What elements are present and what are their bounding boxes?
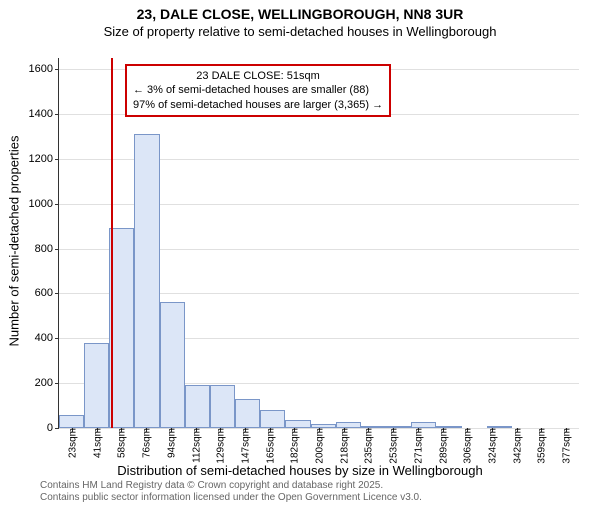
xtick-label: 58sqm [114, 428, 127, 458]
histogram-bar [160, 302, 185, 428]
histogram-bar [210, 385, 235, 428]
histogram-bar [109, 228, 134, 428]
ytick-label: 0 [47, 422, 59, 434]
callout-box: 23 DALE CLOSE: 51sqm← 3% of semi-detache… [125, 64, 391, 117]
xtick-label: 182sqm [287, 428, 300, 464]
ytick-label: 1000 [29, 198, 59, 210]
histogram-bar [59, 415, 84, 428]
xtick-label: 324sqm [486, 428, 499, 464]
histogram-bar [260, 410, 285, 428]
footer-line-2: Contains public sector information licen… [40, 492, 422, 504]
xtick-label: 41sqm [90, 428, 103, 458]
xtick-label: 306sqm [461, 428, 474, 464]
ytick-label: 200 [35, 377, 59, 389]
xtick-label: 271sqm [412, 428, 425, 464]
ytick-label: 600 [35, 287, 59, 299]
footer-line-1: Contains HM Land Registry data © Crown c… [40, 480, 422, 492]
xtick-label: 235sqm [361, 428, 374, 464]
xtick-label: 129sqm [213, 428, 226, 464]
xtick-label: 94sqm [164, 428, 177, 458]
histogram-bar [84, 343, 109, 428]
ytick-label: 1200 [29, 153, 59, 165]
page-title: 23, DALE CLOSE, WELLINGBOROUGH, NN8 3UR [0, 6, 600, 22]
histogram-bar [235, 399, 260, 428]
xtick-label: 253sqm [387, 428, 400, 464]
xtick-label: 200sqm [313, 428, 326, 464]
callout-smaller: ← 3% of semi-detached houses are smaller… [133, 83, 383, 97]
histogram-bar [185, 385, 210, 428]
xtick-label: 289sqm [437, 428, 450, 464]
ytick-label: 1600 [29, 63, 59, 75]
y-axis-label: Number of semi-detached properties [7, 136, 22, 347]
xtick-label: 165sqm [264, 428, 277, 464]
ytick-label: 800 [35, 243, 59, 255]
x-axis-label: Distribution of semi-detached houses by … [0, 463, 600, 478]
reference-line [111, 58, 113, 428]
xtick-label: 76sqm [139, 428, 152, 458]
callout-larger: 97% of semi-detached houses are larger (… [133, 98, 383, 112]
callout-title: 23 DALE CLOSE: 51sqm [133, 69, 383, 83]
xtick-label: 112sqm [189, 428, 202, 463]
xtick-label: 147sqm [238, 428, 251, 464]
ytick-label: 400 [35, 332, 59, 344]
histogram-chart: 0200400600800100012001400160023sqm41sqm5… [58, 58, 579, 429]
ytick-label: 1400 [29, 108, 59, 120]
histogram-bar [134, 134, 159, 428]
xtick-label: 377sqm [560, 428, 573, 464]
xtick-label: 342sqm [511, 428, 524, 464]
xtick-label: 23sqm [65, 428, 78, 458]
attribution-footer: Contains HM Land Registry data © Crown c… [40, 480, 422, 504]
xtick-label: 218sqm [338, 428, 351, 464]
xtick-label: 359sqm [535, 428, 548, 464]
page-subtitle: Size of property relative to semi-detach… [0, 24, 600, 39]
histogram-bar [285, 420, 310, 428]
